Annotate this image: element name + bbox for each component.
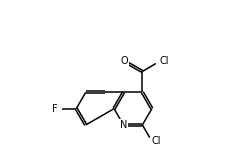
Text: Cl: Cl [151,136,161,146]
Text: Cl: Cl [159,56,169,66]
Text: O: O [120,56,128,66]
Text: N: N [119,120,127,130]
Text: F: F [52,104,57,114]
